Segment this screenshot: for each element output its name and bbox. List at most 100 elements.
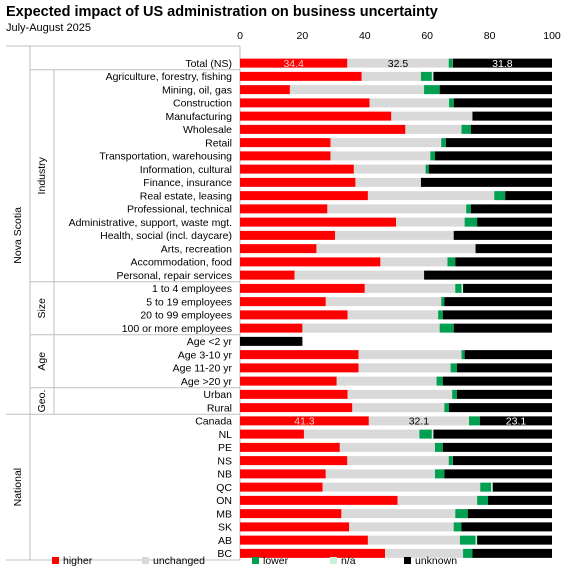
bar-segment-unknown xyxy=(477,217,552,227)
bar-segment-unknown xyxy=(435,151,552,161)
bar-segment-lower xyxy=(439,323,454,333)
category-label: Health, social (incl. daycare) xyxy=(100,230,232,242)
category-label: Urban xyxy=(203,389,232,401)
data-label: 32.1 xyxy=(409,416,430,428)
bar-segment-unchanged xyxy=(391,111,473,121)
category-label: Age >20 yr xyxy=(181,376,233,388)
bar-segment-lower xyxy=(469,416,480,426)
bar-segment-unknown xyxy=(492,482,552,492)
inner-group-label: Size xyxy=(36,298,48,319)
bar-segment-unknown xyxy=(240,336,303,346)
category-label: Rural xyxy=(207,402,232,414)
bar-segment-lower xyxy=(461,124,471,134)
bar-segment-unchanged xyxy=(396,217,465,227)
category-label: 5 to 19 employees xyxy=(146,296,232,308)
legend-swatch xyxy=(252,557,259,564)
outer-group-label: Nova Scotia xyxy=(12,207,24,264)
bar-segment-higher xyxy=(240,509,342,519)
category-label: BC xyxy=(217,548,232,560)
bar-segment-higher xyxy=(240,429,304,439)
bar-segment-higher xyxy=(240,124,406,134)
bar-segment-lower xyxy=(438,310,443,320)
legend-label: lower xyxy=(263,555,289,567)
bar-segment-lower xyxy=(419,429,432,439)
inner-group-label: Geo. xyxy=(36,390,48,413)
bar-segment-unchanged xyxy=(341,509,456,519)
category-label: Professional, technical xyxy=(127,204,232,216)
bar-segment-unchanged xyxy=(327,204,467,214)
x-tick-label: 20 xyxy=(297,30,309,42)
bar-segment-lower xyxy=(480,482,492,492)
category-label: Canada xyxy=(195,416,232,428)
bar-segment-lower xyxy=(448,456,453,466)
category-label: Age 11-20 yr xyxy=(173,363,233,375)
bar-segment-higher xyxy=(240,191,368,201)
bar-segment-lower xyxy=(424,85,440,95)
bar-segment-lower xyxy=(436,376,443,386)
bar-segment-unknown xyxy=(475,244,552,254)
bar-segment-unknown xyxy=(424,270,552,280)
bar-segment-lower xyxy=(477,495,489,505)
bar-segment-unchanged xyxy=(347,58,449,68)
bar-segment-lower xyxy=(453,522,462,532)
legend-swatch xyxy=(330,557,337,564)
category-label: Transportation, warehousing xyxy=(99,151,232,163)
bar-segment-na xyxy=(431,429,434,439)
bar-segment-unchanged xyxy=(294,270,425,280)
bar-segment-unchanged xyxy=(325,469,435,479)
category-label: NL xyxy=(219,429,233,441)
bar-segment-lower xyxy=(459,535,476,545)
bar-segment-higher xyxy=(240,270,295,280)
bar-segment-higher xyxy=(240,350,359,360)
legend-label: n/a xyxy=(341,555,356,567)
bar-segment-lower xyxy=(455,283,462,293)
category-label: Information, cultural xyxy=(140,164,232,176)
x-tick-label: 40 xyxy=(359,30,371,42)
category-label: Finance, insurance xyxy=(143,177,232,189)
x-tick-label: 0 xyxy=(237,30,243,42)
bar-segment-unchanged xyxy=(303,429,420,439)
bar-segment-higher xyxy=(240,403,353,413)
bar-segment-unchanged xyxy=(369,98,450,108)
bar-segment-lower xyxy=(430,151,435,161)
data-label: 32.5 xyxy=(388,58,409,70)
legend-label: unknown xyxy=(415,555,457,567)
bar-segment-unchanged xyxy=(361,71,421,81)
bar-segment-lower xyxy=(448,58,453,68)
bar-segment-higher xyxy=(240,456,348,466)
bar-segment-unknown xyxy=(439,85,552,95)
outer-group-label: National xyxy=(12,468,24,507)
bar-segment-unknown xyxy=(453,323,552,333)
chart-subtitle: July-August 2025 xyxy=(6,22,91,34)
bar-segment-unchanged xyxy=(302,323,440,333)
x-tick-label: 100 xyxy=(543,30,561,42)
bar-segment-unchanged xyxy=(397,495,478,505)
bar-segment-unknown xyxy=(477,535,552,545)
bar-segment-higher xyxy=(240,376,337,386)
bar-segment-unchanged xyxy=(330,151,431,161)
category-label: Construction xyxy=(173,98,232,110)
bar-segment-unchanged xyxy=(367,535,460,545)
bar-segment-higher xyxy=(240,416,369,426)
data-label: 23.1 xyxy=(506,416,527,428)
category-label: Agriculture, forestry, fishing xyxy=(106,71,233,83)
category-label: PE xyxy=(218,442,232,454)
bar-segment-higher xyxy=(240,363,359,373)
bar-segment-unchanged xyxy=(405,124,462,134)
x-tick-label: 60 xyxy=(421,30,433,42)
bar-segment-lower xyxy=(450,363,457,373)
category-label: Manufacturing xyxy=(165,111,232,123)
bar-segment-unchanged xyxy=(358,363,451,373)
bar-segment-unknown xyxy=(472,548,552,558)
legend-swatch xyxy=(404,557,411,564)
bar-segment-lower xyxy=(494,191,506,201)
bar-segment-lower xyxy=(464,217,478,227)
bar-segment-lower xyxy=(435,469,445,479)
bar-segment-higher xyxy=(240,442,340,452)
category-label: Wholesale xyxy=(183,124,232,136)
bar-segment-higher xyxy=(240,138,331,148)
bar-segment-higher xyxy=(240,548,386,558)
bar-segment-lower xyxy=(425,164,429,174)
bar-segment-unknown xyxy=(455,257,552,267)
